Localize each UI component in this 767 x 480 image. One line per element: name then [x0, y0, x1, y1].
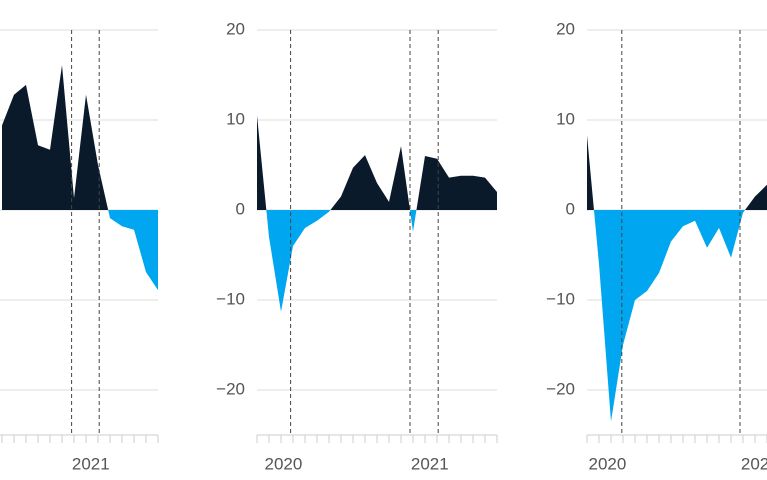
y-tick-label: 0 — [236, 199, 245, 218]
x-tick-label: 2021 — [72, 454, 110, 473]
area-positive — [2, 65, 158, 210]
y-tick-label: −10 — [216, 289, 245, 308]
x-tick-label: 2020 — [588, 454, 626, 473]
area-negative — [2, 210, 158, 291]
y-tick-label: 20 — [556, 19, 575, 38]
y-tick-label: 0 — [566, 199, 575, 218]
area-positive — [257, 115, 497, 210]
x-tick-label: 2020 — [264, 454, 302, 473]
y-tick-label: 10 — [556, 109, 575, 128]
x-tick-label: 2021 — [411, 454, 449, 473]
y-tick-label: 20 — [226, 19, 245, 38]
x-tick-label: 2021 — [741, 454, 767, 473]
y-tick-label: 10 — [226, 109, 245, 128]
area-negative — [257, 210, 497, 312]
area-negative — [587, 210, 767, 422]
y-tick-label: −10 — [546, 289, 575, 308]
y-tick-label: −20 — [216, 379, 245, 398]
y-tick-label: −20 — [546, 379, 575, 398]
